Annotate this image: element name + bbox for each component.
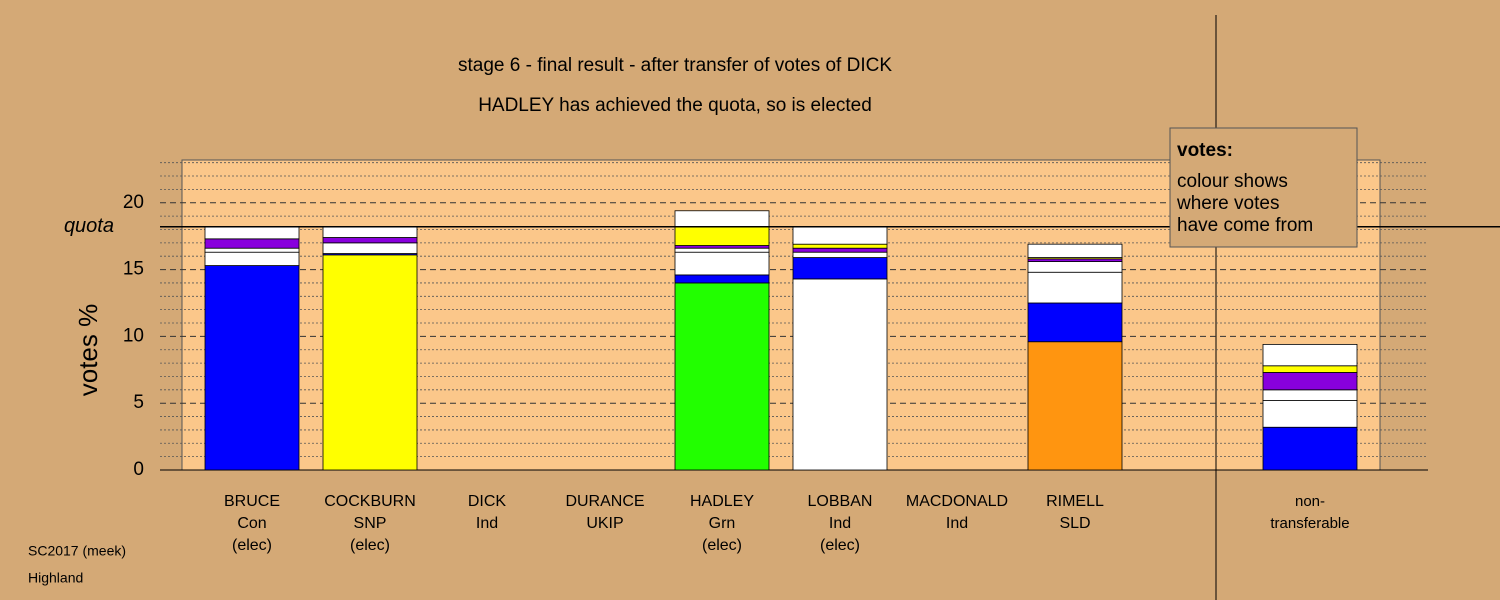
bar-segment [674, 282, 770, 471]
bar-segment [204, 238, 300, 249]
x-tick-label: UKIP [586, 515, 623, 532]
x-tick-label: DICK [468, 493, 507, 510]
bar-segment [204, 251, 300, 266]
x-tick-label: BRUCE [224, 493, 280, 510]
quota-label: quota [64, 215, 114, 237]
y-tick-label: 20 [123, 192, 144, 213]
y-axis-label: votes % [73, 304, 103, 397]
x-tick-label: (elec) [232, 537, 272, 554]
x-tick-label: DURANCE [565, 493, 644, 510]
legend-text: have come from [1177, 215, 1313, 236]
bar-segment [1027, 258, 1123, 262]
x-tick-label: (elec) [702, 537, 742, 554]
x-tick-label: (elec) [820, 537, 860, 554]
bar-segment [1262, 343, 1358, 367]
x-tick-label: Grn [709, 515, 736, 532]
bar-segment [204, 265, 300, 471]
footer-text: SC2017 (meek) [28, 543, 126, 559]
bar-segment [1027, 243, 1123, 258]
x-tick-label: Ind [476, 515, 498, 532]
legend-text: where votes [1176, 193, 1279, 214]
x-tick-label: HADLEY [690, 493, 754, 510]
bar-segment [674, 247, 770, 253]
x-tick-label: transferable [1270, 515, 1349, 532]
x-tick-label: SNP [354, 515, 387, 532]
bar-segment [674, 274, 770, 284]
x-tick-label: Ind [829, 515, 851, 532]
bar-segment [674, 210, 770, 228]
x-tick-label: Ind [946, 515, 968, 532]
y-tick-label: 10 [123, 325, 144, 346]
x-tick-label: MACDONALD [906, 493, 1008, 510]
bar-segment [204, 226, 300, 240]
bar-segment [1027, 302, 1123, 343]
bar-segment [1262, 389, 1358, 401]
footer-text: Highland [28, 570, 83, 586]
subtitle: HADLEY has achieved the quota, so is ele… [478, 95, 872, 116]
bar-segment [1027, 271, 1123, 304]
x-tick-label: Con [237, 515, 266, 532]
bar-segment [1262, 372, 1358, 391]
bar-segment [204, 247, 300, 253]
y-tick-label: 5 [133, 392, 144, 413]
bar-segment [322, 237, 418, 244]
bar-segment [792, 251, 888, 258]
bar-segment [674, 251, 770, 276]
legend-title: votes: [1177, 140, 1233, 161]
x-tick-label: non- [1295, 493, 1325, 510]
x-tick-label: COCKBURN [324, 493, 416, 510]
bar-segment [322, 226, 418, 238]
bar-segment [1262, 400, 1358, 428]
title: stage 6 - final result - after transfer … [458, 55, 892, 76]
bar-segment [322, 254, 418, 471]
bar-segment [792, 257, 888, 280]
bar-segment [1027, 261, 1123, 273]
marks: 0 5 10 15 20 BRUCE Con (elec) COCKBURN SNP (elec) D… [64, 162, 1428, 554]
bar-segment [792, 226, 888, 245]
bar-segment [674, 245, 770, 249]
bar-segment [792, 247, 888, 253]
x-tick-label: (elec) [350, 537, 390, 554]
bar-segment [792, 243, 888, 249]
bar-segment [1027, 341, 1123, 471]
x-tick-label: RIMELL [1046, 493, 1104, 510]
y-tick-label: 15 [123, 259, 144, 280]
bar-segment [322, 242, 418, 254]
x-tick-label: LOBBAN [808, 493, 873, 510]
bar-segment [1262, 426, 1358, 471]
legend-box: votes: colour shows where votes have com… [1169, 127, 1358, 248]
bar-segment [1262, 365, 1358, 373]
bar-segment [674, 226, 770, 246]
legend-frame [1169, 127, 1358, 248]
bar-segment [792, 278, 888, 471]
legend-text: colour shows [1177, 171, 1288, 192]
x-tick-label: SLD [1059, 515, 1090, 532]
y-tick-label: 0 [133, 459, 144, 480]
